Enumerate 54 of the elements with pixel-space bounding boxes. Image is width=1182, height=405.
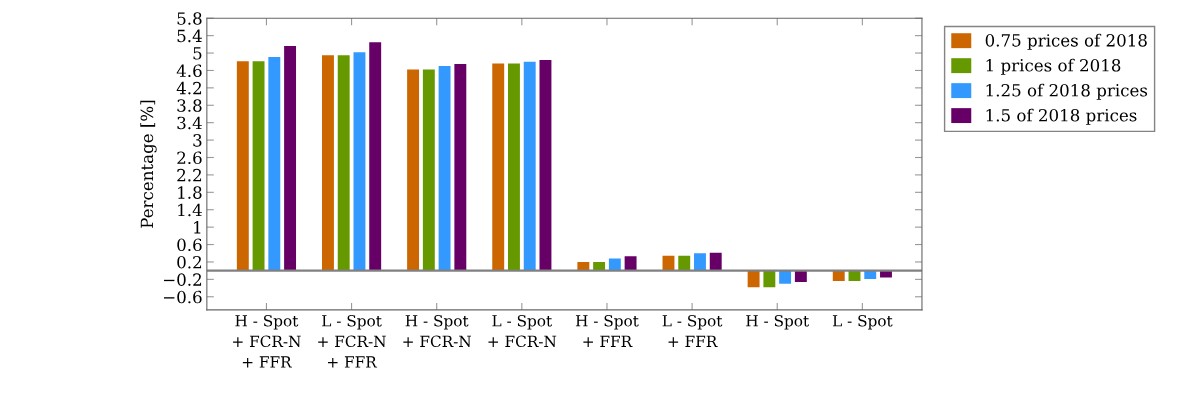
- bar: [694, 253, 706, 271]
- x-tick-label: H - Spot + FCR-N: [403, 314, 472, 348]
- bar: [422, 69, 435, 271]
- bar: [709, 252, 722, 271]
- bar: [678, 255, 691, 271]
- y-tick-label: 0.6: [177, 238, 202, 252]
- bar: [608, 258, 621, 271]
- bar: [407, 69, 420, 271]
- bar: [369, 42, 382, 271]
- bar: [508, 63, 520, 271]
- x-tick-label: H - Spot + FCR-N + FFR: [233, 314, 301, 368]
- y-tick-label: 5.4: [177, 29, 202, 43]
- legend-label: 1 prices of 2018: [986, 58, 1121, 75]
- bar: [624, 256, 637, 271]
- y-axis-title: Percentage [%]: [140, 100, 157, 228]
- bar: [763, 270, 776, 288]
- legend-label: 1.25 of 2018 prices: [986, 83, 1148, 100]
- y-tick-label: −0.6: [163, 290, 202, 304]
- y-tick-label: 2.6: [177, 151, 202, 165]
- x-tick-label: L - Spot + FCR-N: [488, 314, 557, 348]
- bar: [779, 270, 792, 284]
- x-tick-label: H - Spot: [746, 314, 810, 330]
- bar: [523, 61, 536, 271]
- bar: [337, 55, 350, 271]
- y-tick-label: 3: [193, 134, 202, 147]
- y-tick-label: 2.2: [177, 168, 202, 182]
- bar: [252, 61, 265, 271]
- bar: [353, 52, 366, 271]
- bar: [284, 46, 297, 271]
- y-tick-label: 3.8: [177, 99, 202, 112]
- bar: [454, 63, 467, 271]
- bar: [438, 66, 451, 271]
- bar: [539, 60, 552, 271]
- y-tick-label: 5.8: [177, 12, 202, 25]
- y-tick-label: 0.2: [177, 255, 202, 269]
- y-tick-label: 4.6: [176, 64, 202, 78]
- bar: [321, 55, 334, 271]
- y-tick-label: 1.4: [178, 203, 202, 217]
- y-tick-label: 4.2: [176, 81, 202, 95]
- y-tick-label: −0.2: [163, 273, 202, 286]
- bar: [236, 61, 249, 271]
- bar: [268, 56, 281, 271]
- bar: [747, 270, 760, 288]
- y-tick-label: 5: [193, 47, 202, 60]
- bar: [492, 63, 505, 271]
- x-tick-label: L - Spot + FFR: [662, 314, 723, 347]
- legend-label: 1.5 of 2018 prices: [986, 108, 1137, 125]
- x-tick-label: H - Spot + FFR: [575, 314, 639, 347]
- y-tick-label: 1: [194, 221, 201, 234]
- legend-label: 0.75 prices of 2018: [985, 33, 1147, 50]
- x-tick-label: L - Spot + FCR-N + FFR: [318, 314, 386, 368]
- x-tick-label: L - Spot: [832, 314, 893, 330]
- y-tick-label: 1.8: [178, 186, 202, 199]
- y-tick-label: 3.4: [177, 116, 202, 130]
